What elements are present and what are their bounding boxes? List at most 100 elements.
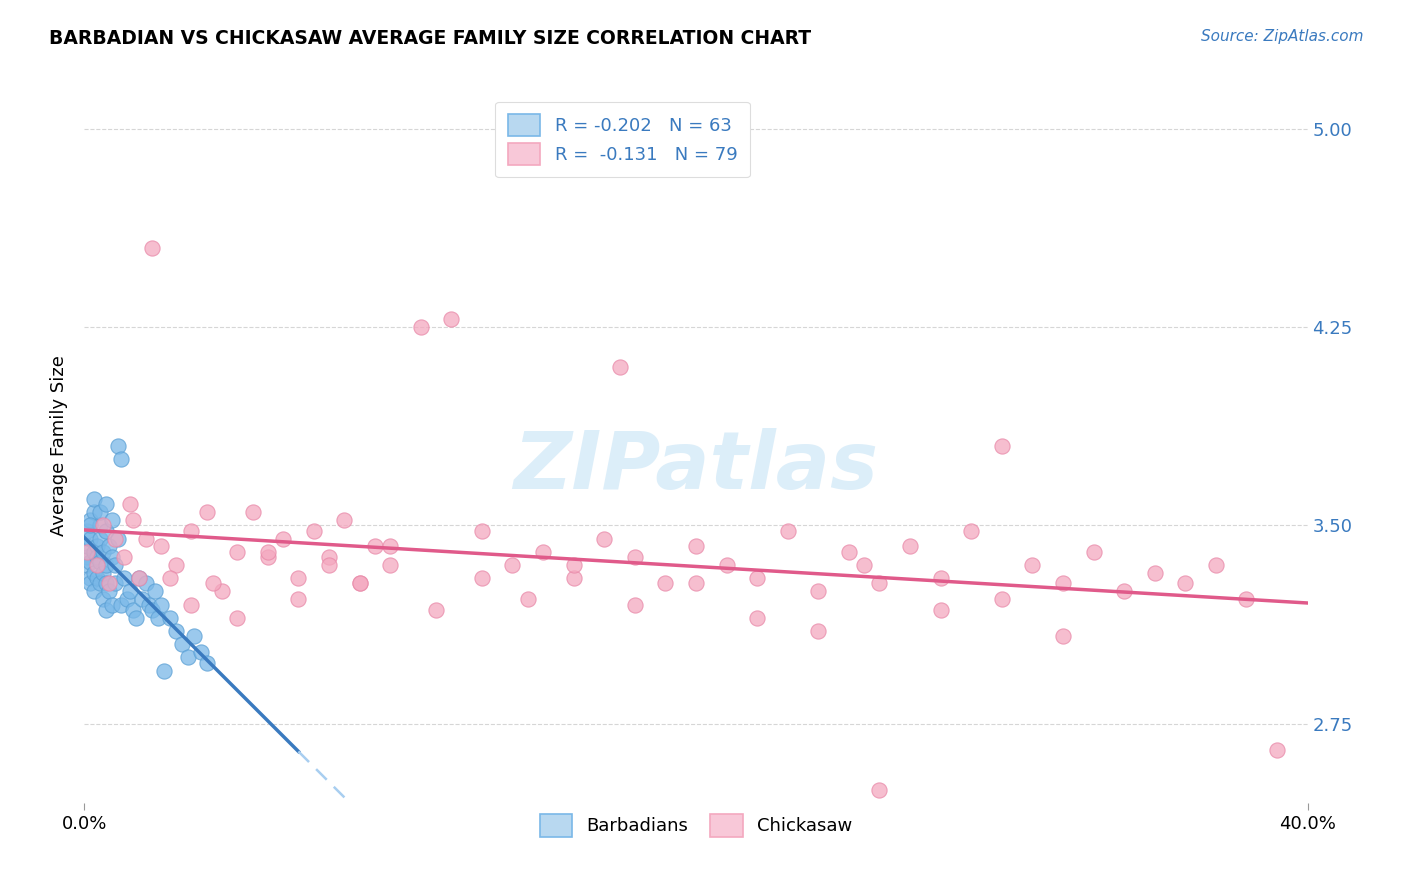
Point — [929, 603, 952, 617]
Point — [91, 518, 114, 533]
Point — [138, 598, 160, 612]
Point — [89, 532, 111, 546]
Y-axis label: Average Family Size: Average Family Size — [51, 356, 69, 536]
Point — [318, 558, 340, 572]
Point — [76, 545, 98, 559]
Point — [79, 576, 101, 591]
Point — [257, 545, 280, 559]
Point — [302, 524, 325, 538]
Point — [104, 558, 127, 572]
Point — [165, 558, 187, 572]
Point — [991, 592, 1014, 607]
Point — [135, 576, 157, 591]
Point — [211, 584, 233, 599]
Point — [112, 571, 135, 585]
Point — [125, 611, 148, 625]
Point — [226, 611, 249, 625]
Point — [172, 637, 194, 651]
Point — [776, 524, 799, 538]
Point — [609, 359, 631, 374]
Point — [747, 611, 769, 625]
Point — [380, 558, 402, 572]
Point — [91, 566, 114, 580]
Point — [104, 576, 127, 591]
Point — [83, 584, 105, 599]
Point — [869, 576, 891, 591]
Point — [89, 505, 111, 519]
Point — [1021, 558, 1043, 572]
Point — [91, 545, 114, 559]
Point — [991, 439, 1014, 453]
Point — [141, 603, 163, 617]
Point — [120, 497, 142, 511]
Point — [333, 513, 356, 527]
Point — [287, 571, 309, 585]
Point — [101, 598, 124, 612]
Point — [101, 549, 124, 564]
Point — [562, 571, 585, 585]
Point — [1052, 629, 1074, 643]
Point — [1083, 545, 1105, 559]
Point — [898, 540, 921, 554]
Point — [1114, 584, 1136, 599]
Point — [440, 312, 463, 326]
Point — [471, 571, 494, 585]
Point — [183, 629, 205, 643]
Point — [562, 558, 585, 572]
Point — [76, 549, 98, 564]
Point — [516, 592, 538, 607]
Point — [131, 592, 153, 607]
Point — [76, 524, 98, 538]
Point — [112, 549, 135, 564]
Point — [242, 505, 264, 519]
Point — [94, 603, 117, 617]
Point — [94, 576, 117, 591]
Point — [747, 571, 769, 585]
Point — [89, 518, 111, 533]
Point — [1236, 592, 1258, 607]
Point — [91, 592, 114, 607]
Point — [149, 540, 172, 554]
Point — [76, 558, 98, 572]
Point — [122, 513, 145, 527]
Point — [257, 549, 280, 564]
Point — [201, 576, 224, 591]
Point — [226, 545, 249, 559]
Point — [79, 518, 101, 533]
Point — [128, 571, 150, 585]
Point — [531, 545, 554, 559]
Point — [110, 598, 132, 612]
Point — [195, 656, 218, 670]
Point — [86, 558, 108, 572]
Point — [120, 584, 142, 599]
Point — [128, 571, 150, 585]
Point — [83, 566, 105, 580]
Point — [141, 241, 163, 255]
Point — [83, 505, 105, 519]
Point — [146, 611, 169, 625]
Point — [1265, 743, 1288, 757]
Point — [349, 576, 371, 591]
Point — [593, 532, 616, 546]
Point — [94, 558, 117, 572]
Point — [380, 540, 402, 554]
Point — [287, 592, 309, 607]
Text: Source: ZipAtlas.com: Source: ZipAtlas.com — [1201, 29, 1364, 44]
Point — [177, 650, 200, 665]
Point — [180, 524, 202, 538]
Point — [471, 524, 494, 538]
Text: BARBADIAN VS CHICKASAW AVERAGE FAMILY SIZE CORRELATION CHART: BARBADIAN VS CHICKASAW AVERAGE FAMILY SI… — [49, 29, 811, 47]
Point — [86, 571, 108, 585]
Point — [654, 576, 676, 591]
Point — [89, 555, 111, 569]
Point — [190, 645, 212, 659]
Point — [685, 576, 707, 591]
Point — [115, 592, 138, 607]
Point — [502, 558, 524, 572]
Point — [318, 549, 340, 564]
Point — [929, 571, 952, 585]
Point — [149, 598, 172, 612]
Point — [869, 782, 891, 797]
Point — [364, 540, 387, 554]
Point — [159, 611, 181, 625]
